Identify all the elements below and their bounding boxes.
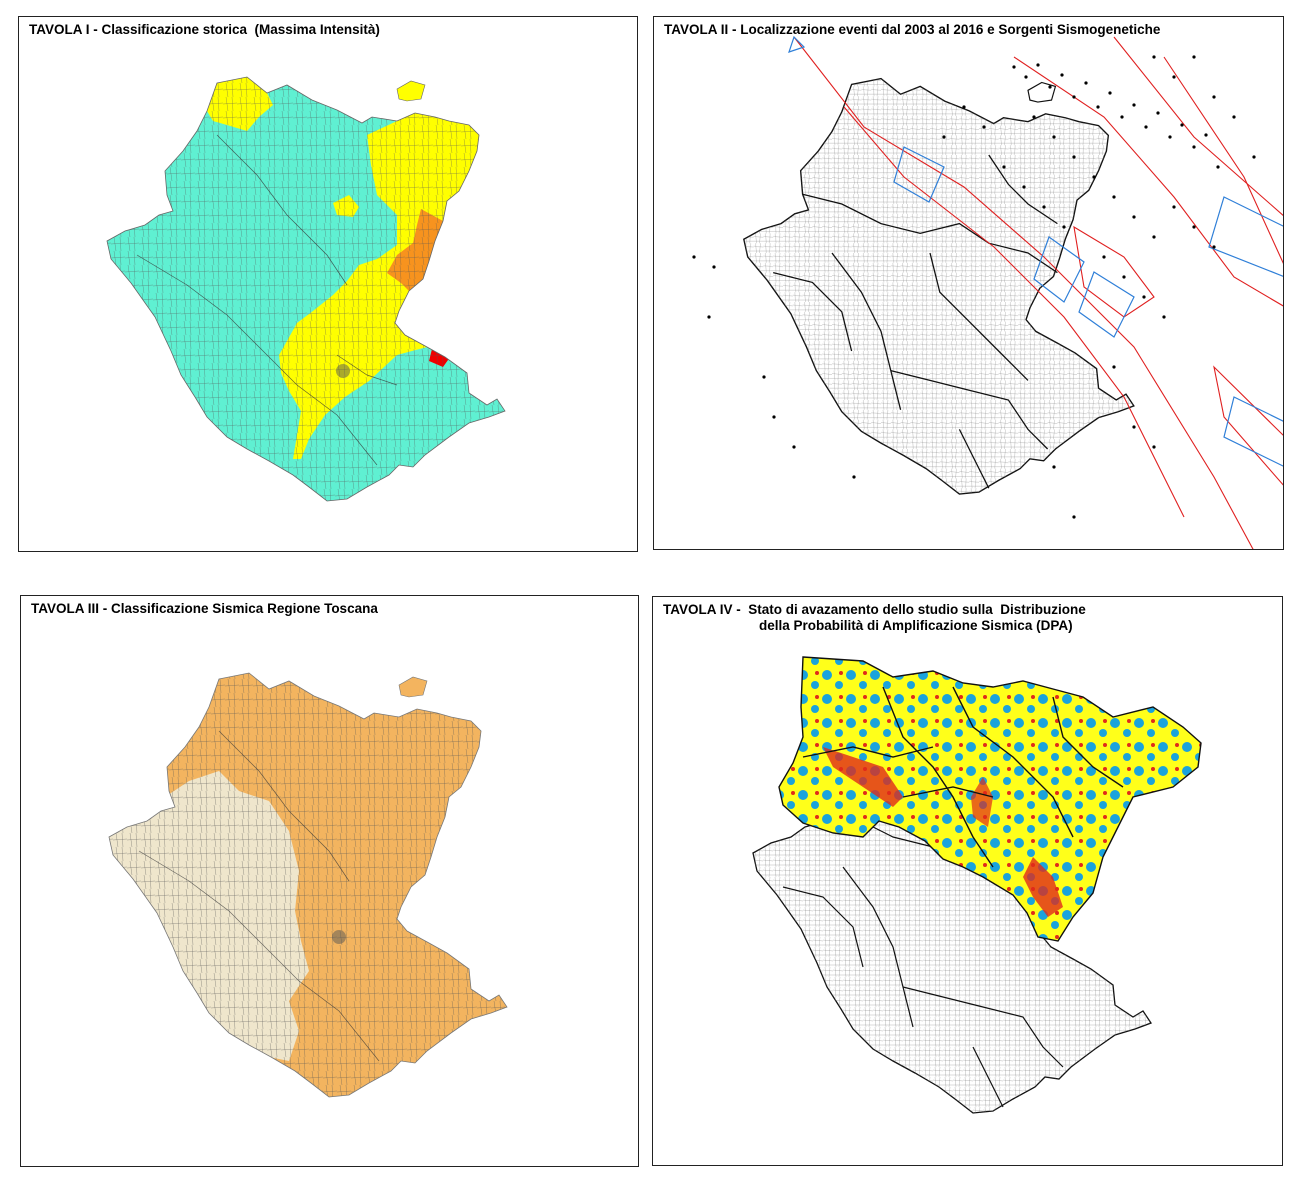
map-panel-tavola-1: TAVOLA I - Classificazione storica (Mass… bbox=[18, 16, 638, 552]
panel-title: TAVOLA II - Localizzazione eventi dal 20… bbox=[664, 22, 1161, 37]
map-panel-tavola-3: TAVOLA III - Classificazione Sismica Reg… bbox=[20, 595, 639, 1167]
panel-title: TAVOLA IV - Stato di avazamento dello st… bbox=[663, 602, 1086, 634]
panel-title-line2: della Probabilità di Amplificazione Sism… bbox=[759, 618, 1073, 633]
panel-title-line1: TAVOLA IV - Stato di avazamento dello st… bbox=[663, 602, 1086, 617]
event-dots bbox=[692, 55, 1256, 519]
seismic-events-map bbox=[692, 35, 1283, 549]
seismogenic-sources bbox=[788, 35, 1283, 467]
historic-intensity-map bbox=[106, 76, 506, 502]
seismic-classification-map bbox=[108, 672, 508, 1098]
map-panel-tavola-2: TAVOLA II - Localizzazione eventi dal 20… bbox=[653, 16, 1284, 550]
dpa-study-map bbox=[752, 656, 1202, 1114]
map-panel-tavola-4: TAVOLA IV - Stato di avazamento dello st… bbox=[652, 596, 1283, 1166]
panel-title: TAVOLA III - Classificazione Sismica Reg… bbox=[31, 601, 378, 616]
panel-title: TAVOLA I - Classificazione storica (Mass… bbox=[29, 22, 380, 37]
